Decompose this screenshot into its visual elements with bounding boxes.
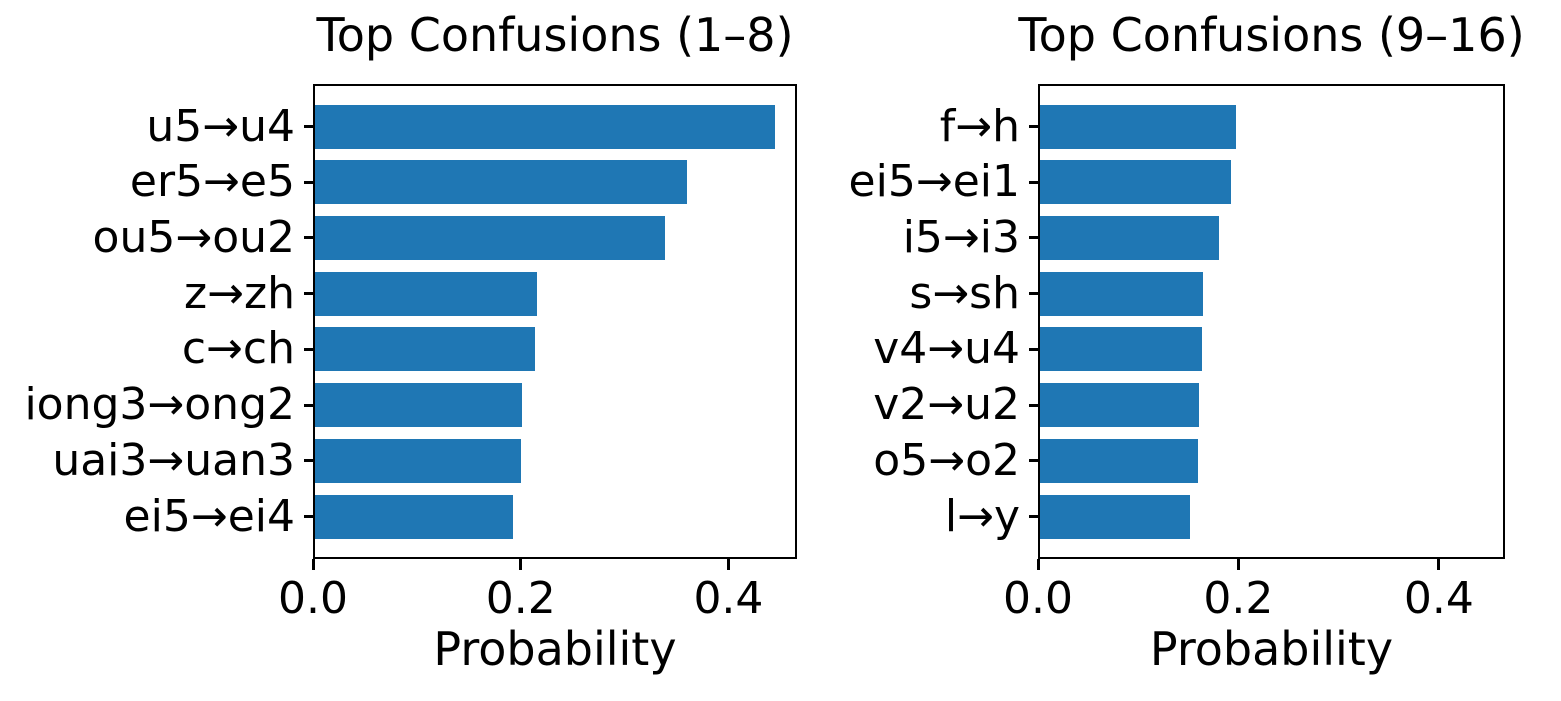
y-tick-label: u5→u4: [146, 100, 295, 152]
y-tick-label: s→sh: [909, 267, 1020, 319]
y-tick-label: l→y: [944, 490, 1020, 542]
chart-title: Top Confusions (1–8): [316, 8, 794, 62]
x-tick: [726, 559, 730, 570]
y-tick: [1029, 292, 1038, 296]
bar: [315, 383, 522, 428]
y-tick: [304, 125, 313, 128]
bar: [1040, 160, 1232, 205]
y-tick-label: c→ch: [181, 323, 295, 375]
bar: [1040, 494, 1191, 539]
y-tick: [1029, 347, 1038, 351]
bar: [1040, 215, 1220, 260]
y-tick: [304, 236, 313, 240]
x-tick-label: 0.2: [1203, 573, 1274, 624]
y-tick-label: er5→e5: [129, 156, 295, 208]
y-tick-label: uai3→uan3: [52, 434, 295, 486]
bar: [315, 160, 687, 205]
x-tick: [1236, 559, 1240, 570]
bar: [315, 327, 536, 372]
y-tick-label: v4→u4: [873, 323, 1020, 375]
x-tick-label: 0.4: [693, 573, 764, 624]
y-tick: [304, 403, 313, 407]
bar: [1040, 104, 1237, 149]
y-tick: [1029, 180, 1038, 184]
x-tick: [519, 559, 523, 570]
y-tick: [304, 515, 313, 518]
chart-title: Top Confusions (9–16): [1018, 8, 1525, 62]
x-tick-label: 0.0: [1003, 573, 1073, 624]
y-tick: [304, 347, 313, 351]
y-tick-label: o5→o2: [873, 434, 1020, 486]
x-tick: [1036, 559, 1040, 570]
y-tick-label: ou5→ou2: [92, 211, 295, 263]
bar: [315, 215, 666, 260]
x-tick-label: 0.0: [278, 573, 348, 624]
plot-area: [1038, 84, 1505, 559]
y-tick: [1029, 125, 1038, 128]
y-tick-label: iong3→ong2: [24, 379, 295, 431]
y-tick: [1029, 236, 1038, 240]
y-tick: [304, 180, 313, 184]
y-tick-label: z→zh: [184, 267, 295, 319]
x-tick: [311, 559, 315, 570]
y-tick-label: f→h: [939, 100, 1020, 152]
x-axis-label: Probability: [433, 622, 677, 676]
y-tick-label: ei5→ei4: [123, 490, 295, 542]
bar: [315, 104, 776, 149]
bar: [1040, 438, 1199, 483]
x-axis-label: Probability: [1149, 622, 1394, 676]
y-tick: [1029, 459, 1038, 463]
bar: [315, 438, 521, 483]
x-tick-label: 0.2: [485, 573, 556, 624]
y-tick-label: i5→i3: [902, 211, 1020, 263]
bar: [315, 271, 538, 316]
y-tick: [1029, 515, 1038, 518]
bar: [1040, 327, 1203, 372]
bar: [1040, 383, 1200, 428]
y-tick-label: ei5→ei1: [848, 156, 1020, 208]
y-tick: [304, 459, 313, 463]
x-tick: [1437, 559, 1441, 570]
bar: [1040, 271, 1204, 316]
y-tick: [1029, 403, 1038, 407]
bar: [315, 494, 514, 539]
y-tick: [304, 292, 313, 296]
x-tick-label: 0.4: [1403, 573, 1474, 624]
y-tick-label: v2→u2: [873, 379, 1020, 431]
